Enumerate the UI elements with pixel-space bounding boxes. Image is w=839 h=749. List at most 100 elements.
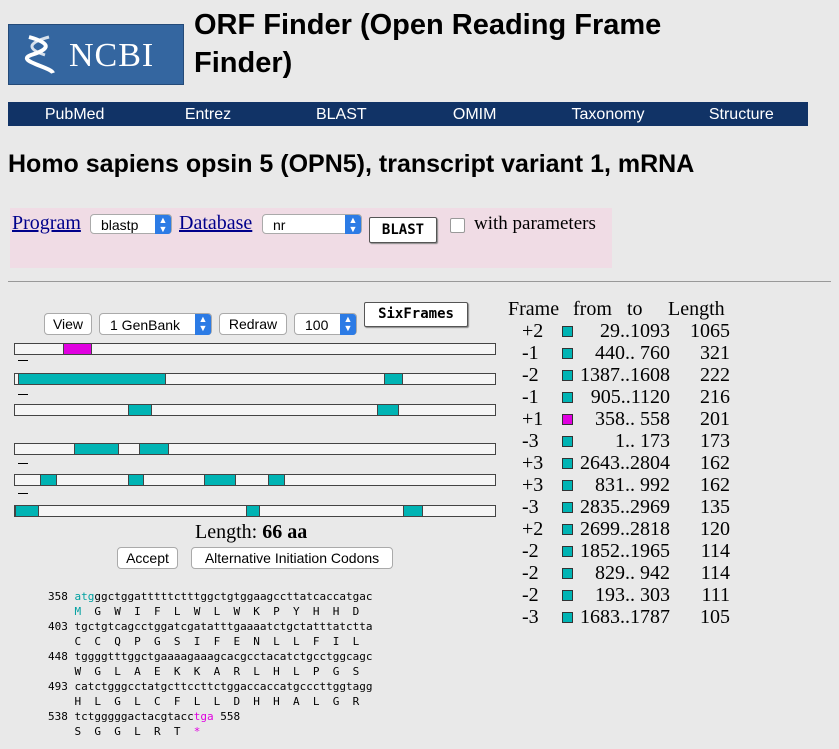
orf-range: 829.. 942 xyxy=(595,562,670,584)
orf-segment[interactable] xyxy=(377,404,399,416)
orf-frame: +3 xyxy=(522,452,544,474)
orf-frame: +1 xyxy=(522,408,544,430)
orf-segment[interactable] xyxy=(128,474,144,486)
orf-segment-selected[interactable] xyxy=(63,343,92,355)
orf-range: 1683..1787 xyxy=(580,606,670,628)
orf-segment[interactable] xyxy=(403,505,423,517)
orf-table-row: -2 193.. 303 111 xyxy=(504,584,744,606)
frame-divider xyxy=(18,493,28,494)
orf-length-value: 222 xyxy=(700,364,730,386)
header-frame: Frame xyxy=(508,298,560,320)
frame-bar-plus2 xyxy=(14,373,496,385)
orf-segment[interactable] xyxy=(268,474,285,486)
frame-divider xyxy=(18,360,28,361)
orf-range: 905..1120 xyxy=(590,386,670,408)
view-select[interactable]: 1 GenBank ▲ ▼ xyxy=(99,313,212,335)
orf-segment[interactable] xyxy=(74,443,119,455)
orf-select-square[interactable] xyxy=(562,568,573,579)
ncbi-logo[interactable]: NCBI xyxy=(8,24,184,85)
program-link[interactable]: Program xyxy=(12,212,81,234)
seq-aa: H L G L C F L L D H H A L G R xyxy=(74,695,360,708)
orf-select-square[interactable] xyxy=(562,590,573,601)
divider xyxy=(8,281,831,282)
blast-button[interactable]: BLAST xyxy=(369,217,437,243)
orf-table-header: Frame from to Length xyxy=(504,298,744,320)
view-button[interactable]: View xyxy=(44,313,92,335)
database-select[interactable]: nr ▲ ▼ xyxy=(262,214,362,234)
orf-select-square[interactable] xyxy=(562,436,573,447)
nav-entrez[interactable]: Entrez xyxy=(184,106,232,123)
seq-nt: catctgggcctatgcttccttctggaccaccatgcccttg… xyxy=(74,680,373,693)
orf-table-row: +1 358.. 558 201 xyxy=(504,408,744,430)
orf-select-square[interactable] xyxy=(562,458,573,469)
select-arrows-icon: ▲ ▼ xyxy=(345,215,361,234)
nav-blast[interactable]: BLAST xyxy=(315,106,367,123)
seq-pos: 403 xyxy=(48,620,68,633)
stop-codon: tga xyxy=(193,710,214,723)
orf-segment[interactable] xyxy=(139,443,169,455)
orf-segment[interactable] xyxy=(246,505,260,517)
orf-select-square[interactable] xyxy=(562,392,573,403)
frame-bar-minus2 xyxy=(14,474,496,486)
orf-frame: -2 xyxy=(522,540,539,562)
orf-frame: -2 xyxy=(522,562,539,584)
orf-range: 2699..2818 xyxy=(580,518,670,540)
orf-length-value: 135 xyxy=(700,496,730,518)
seq-nt: tctgggggactacgtacc xyxy=(74,710,194,723)
nav-taxonomy[interactable]: Taxonomy xyxy=(571,106,645,123)
orf-segment[interactable] xyxy=(15,505,39,517)
seq-pos: 493 xyxy=(48,680,68,693)
orf-length-value: 120 xyxy=(700,518,730,540)
nav-structure[interactable]: Structure xyxy=(708,106,774,123)
orf-range: 2643..2804 xyxy=(580,452,670,474)
orf-frame: -2 xyxy=(522,584,539,606)
orf-select-square[interactable] xyxy=(562,524,573,535)
orf-frame: -2 xyxy=(522,364,539,386)
redraw-button[interactable]: Redraw xyxy=(219,313,287,335)
orf-range: 358.. 558 xyxy=(595,408,670,430)
select-arrows-icon: ▲ ▼ xyxy=(155,215,171,234)
nav-pubmed[interactable]: PubMed xyxy=(44,106,105,123)
dna-helix-icon xyxy=(25,35,55,75)
orf-table-row: +2 2699..2818 120 xyxy=(504,518,744,540)
orf-segment[interactable] xyxy=(128,404,152,416)
orf-select-square[interactable] xyxy=(562,370,573,381)
alternative-initiation-codons-button[interactable]: Alternative Initiation Codons xyxy=(191,547,393,569)
nav-omim[interactable]: OMIM xyxy=(452,106,497,123)
orf-select-square[interactable] xyxy=(562,502,573,513)
orf-segment[interactable] xyxy=(204,474,236,486)
frame-bar-plus1 xyxy=(14,343,496,355)
orf-table-row: +3 2643..2804 162 xyxy=(504,452,744,474)
frame-divider xyxy=(18,463,28,464)
program-select[interactable]: blastp ▲ ▼ xyxy=(90,214,172,234)
sixframes-button[interactable]: SixFrames xyxy=(364,302,468,327)
accept-button[interactable]: Accept xyxy=(117,547,178,569)
orf-frame: -3 xyxy=(522,606,539,628)
orf-length-value: 173 xyxy=(700,430,730,452)
orf-frame: -1 xyxy=(522,386,539,408)
orf-select-square[interactable] xyxy=(562,480,573,491)
orf-select-square[interactable] xyxy=(562,546,573,557)
orf-select-square[interactable] xyxy=(562,326,573,337)
orf-range: 193.. 303 xyxy=(595,584,670,606)
orf-frame: -1 xyxy=(522,342,539,364)
app-title: ORF Finder (Open Reading Frame Finder) xyxy=(194,9,662,79)
frame-bar-minus1 xyxy=(14,443,496,455)
length-value: 66 aa xyxy=(262,521,308,543)
orf-segment[interactable] xyxy=(18,373,166,385)
orf-select-square[interactable] xyxy=(562,414,573,425)
orf-select-square[interactable] xyxy=(562,612,573,623)
seq-pos: 358 xyxy=(48,590,68,603)
orf-segment[interactable] xyxy=(40,474,57,486)
seq-nt: tgctgtcagcctggatcgatatttgaaaatctgctattta… xyxy=(74,620,373,633)
sequence-block: 358 atgggctggatttttctttggctgtggaagccttat… xyxy=(48,590,373,738)
orf-segment[interactable] xyxy=(384,373,403,385)
orf-table-row: -2 1852..1965 114 xyxy=(504,540,744,562)
orf-table-row: +2 29..1093 1065 xyxy=(504,320,744,342)
zoom-select[interactable]: 100 ▲ ▼ xyxy=(294,313,357,335)
orf-select-square[interactable] xyxy=(562,348,573,359)
database-link[interactable]: Database xyxy=(179,212,253,234)
orf-range: 1852..1965 xyxy=(580,540,670,562)
frame-divider xyxy=(18,394,28,395)
with-parameters-checkbox[interactable] xyxy=(450,218,465,233)
